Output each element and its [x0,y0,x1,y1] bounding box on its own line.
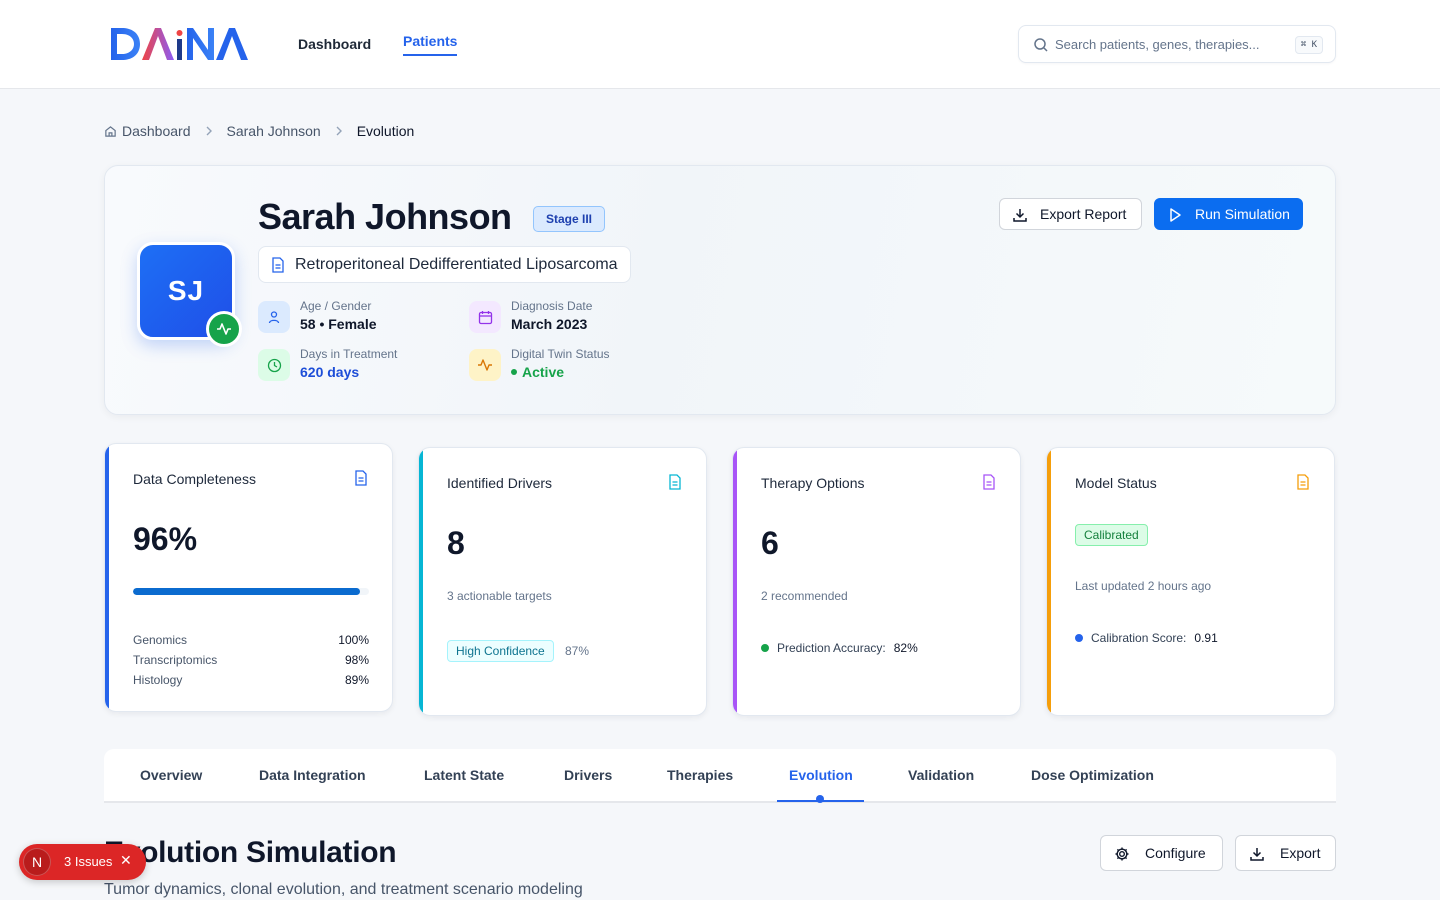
run-simulation-button[interactable]: Run Simulation [1154,198,1303,230]
section-title: Evolution Simulation [104,836,397,869]
close-icon[interactable]: ✕ [120,852,132,868]
tab-evolution[interactable]: Evolution [789,767,853,783]
issues-indicator[interactable]: N 3 Issues ✕ [19,844,146,880]
tab-therapies[interactable]: Therapies [667,767,734,783]
calendar-icon [469,301,501,333]
data-completeness-card[interactable]: Data Completeness 96% Genomics 100% Trans… [104,443,393,712]
histology-row: Histology 89% [133,673,369,687]
document-icon [983,474,995,490]
breadcrumb-dashboard[interactable]: Dashboard [104,123,191,139]
search-input[interactable]: Search patients, genes, therapies... [1055,37,1260,52]
model-status-card[interactable]: Model Status Calibrated Last updated 2 h… [1046,447,1335,716]
calibrated-badge: Calibrated [1075,524,1148,546]
patient-tabs: Overview Data Integration Latent State D… [104,749,1336,803]
confidence-value: 87% [565,644,590,658]
document-icon [669,474,681,490]
search-shortcut-badge: ⌘ K [1294,36,1323,54]
search-icon [1034,38,1048,52]
tab-overview[interactable]: Overview [140,767,203,783]
daina-logo[interactable] [108,24,256,64]
document-icon [1297,474,1309,490]
top-navigation-bar: Dashboard Patients Search patients, gene… [0,0,1440,89]
status-dot [761,644,769,652]
tab-drivers[interactable]: Drivers [564,767,613,783]
export-report-button[interactable]: Export Report [999,198,1142,230]
breadcrumb-patient[interactable]: Sarah Johnson [226,123,321,139]
nav-patients[interactable]: Patients [403,33,458,56]
stage-badge: Stage III [533,206,606,232]
patient-name: Sarah Johnson [258,196,512,237]
activity-icon [217,323,231,335]
identified-drivers-card[interactable]: Identified Drivers 8 3 actionable target… [418,447,707,716]
tab-data-integration[interactable]: Data Integration [259,767,366,783]
activity-icon [469,349,501,381]
confidence-badge: High Confidence [447,640,554,662]
chevron-right-icon [205,126,213,136]
configure-button[interactable]: Configure [1100,835,1223,871]
section-subtitle: Tumor dynamics, clonal evolution, and tr… [104,881,583,898]
breadcrumb: Dashboard Sarah Johnson Evolution [104,123,414,139]
document-icon [272,257,284,273]
nav-dashboard[interactable]: Dashboard [298,36,372,52]
card-accent-bar [1047,448,1051,715]
progress-fill [133,588,360,595]
drivers-value: 8 [447,525,465,561]
therapy-options-card[interactable]: Therapy Options 6 2 recommended Predicti… [732,447,1021,716]
document-icon [355,470,367,486]
global-search[interactable]: Search patients, genes, therapies... ⌘ K [1018,25,1336,63]
breadcrumb-current: Evolution [356,123,415,139]
issues-count: 3 Issues [64,854,113,869]
download-icon [1250,848,1264,861]
calibration-score: Calibration Score: 0.91 [1075,631,1218,645]
home-icon [105,125,116,137]
prediction-accuracy: Prediction Accuracy: 82% [761,641,918,655]
genomics-row: Genomics 100% [133,633,369,647]
tab-dose-optimization[interactable]: Dose Optimization [1031,767,1154,783]
gear-icon [1115,847,1129,861]
completeness-value: 96% [133,521,198,557]
status-dot [511,369,517,375]
activity-status-badge [206,311,242,347]
next-logo-icon: N [23,848,51,876]
clock-icon [258,349,290,381]
card-accent-bar [105,444,109,711]
chevron-right-icon [335,126,343,136]
download-icon [1013,209,1027,222]
therapy-value: 6 [761,525,779,561]
tab-validation[interactable]: Validation [908,767,975,783]
transcriptomics-row: Transcriptomics 98% [133,653,369,667]
user-icon [258,301,290,333]
active-tab-dot [816,795,824,803]
card-accent-bar [733,448,737,715]
twin-status-value: Active [511,364,564,380]
patient-avatar: SJ [137,242,235,340]
card-accent-bar [419,448,423,715]
patient-header-card: SJ Sarah Johnson Stage III Retroperitone… [104,165,1336,415]
tab-latent-state[interactable]: Latent State [424,767,505,783]
export-button[interactable]: Export [1235,835,1336,871]
status-dot [1075,634,1083,642]
completeness-progress-bar [133,588,369,595]
play-icon [1170,208,1181,222]
diagnosis-tag: Retroperitoneal Dedifferentiated Liposar… [258,246,631,283]
